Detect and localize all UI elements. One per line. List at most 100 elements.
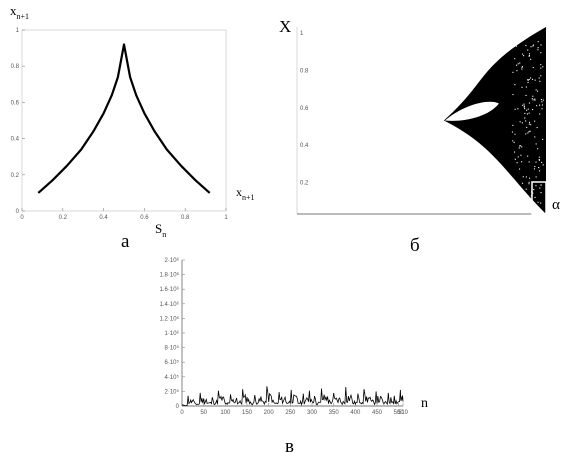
panel-b-speckle [536,105,538,107]
panel-b-speckle [528,55,530,57]
panel-b-speckle [529,121,531,123]
panel-b-y-tick-label: 0.2 [300,181,309,187]
panel-c-x-tick-label: 400 [350,410,361,416]
panel-c-y-tick-label: 1.4·10⁶ [160,301,180,308]
panel-b: X α б 1 0.8 0.6 0.4 0.2 [279,17,560,256]
panel-c-y-tick-label: 1.2·10⁶ [160,315,180,322]
panel-b-speckle [535,161,537,163]
panel-c-y-tick-label: 1.6·10⁶ [160,286,180,293]
panel-b-speckle [520,145,522,147]
panel-b-speckle [538,167,540,169]
panel-b-speckle [517,108,519,110]
panel-b-speckle [523,105,525,107]
panel-b-speckle [538,77,540,79]
panel-b-speckle [512,94,514,96]
panel-b-speckle [527,108,529,110]
panel-b-speckle [528,183,530,185]
panel-b-speckle [537,41,539,43]
panel-c-y-tick-label: 2·10⁶ [165,257,180,264]
panel-b-speckle [522,104,524,106]
panel-b-speckle [516,70,518,72]
panel-b-speckle [534,196,536,198]
panel-b-speckle [528,102,530,104]
panel-b-speckle [534,120,536,122]
panel-c-y-tick-label: 0 [176,404,180,410]
panel-b-speckle [528,53,530,55]
panel-b-speckle [525,44,527,46]
panel-b-speckle [539,104,541,106]
panel-b-speckle [524,198,526,200]
panel-a-x-tick-label: 1 [224,215,228,221]
panel-b-speckle [539,113,541,115]
panel-b-speckle [538,159,540,161]
panel-b-speckle [534,79,536,81]
panel-b-speckle [528,131,530,133]
panel-b-speckle [542,138,544,140]
panel-a-frame [21,29,227,212]
panel-a-x-tick-label: 0.6 [140,215,149,221]
panel-b-speckle [521,86,523,88]
panel-a-x-tick-label: 0.2 [59,215,68,221]
panel-a-curve [37,43,211,194]
panel-b-speckle [512,140,514,142]
panel-b-speckle [534,99,536,101]
panel-b-speckle [512,199,514,201]
panel-c-x-label: n [421,396,428,411]
panel-b-speckle [514,108,516,110]
panel-b-speckle [532,44,534,46]
panel-c-x-tick-label: 200 [264,410,275,416]
panel-b-speckle [521,66,523,68]
panel-c-x-tick-label: 150 [242,410,253,416]
panel-b-speckle [531,98,533,100]
panel-b-y-tick-label: 0.8 [300,68,309,74]
panel-c-x-tick-label: 50 [200,410,207,416]
panel-b-speckle [522,53,524,55]
panel-c-x-tick-label: 500 [394,410,405,416]
panel-b-speckle [540,75,542,77]
panel-b-speckle [511,131,513,133]
panel-b-speckle [513,181,515,183]
panel-a-x-tick-label: 0 [20,215,24,221]
panel-b-speckle [528,112,530,114]
panel-b-speckle [524,108,526,110]
panel-b-speckle [514,84,516,86]
panel-c-label: в [285,436,294,452]
panel-b-speckle [535,89,537,91]
panel-c-x-tick-label: 100 [220,410,231,416]
panel-b-speckle [539,170,541,172]
panel-b-speckle [537,90,539,92]
panel-b-speckle [524,112,526,114]
panel-c-y-tick-label: 2·10⁵ [165,388,180,395]
panel-b-speckle [526,109,528,111]
panel-b-speckle [527,79,529,81]
panel-b-speckle [525,94,527,96]
panel-b-speckle [518,191,520,193]
panel-b-y-tick-label: 1 [300,31,304,37]
panel-b-speckle [529,177,531,179]
panel-b-speckle [525,176,527,178]
panel-b-speckle [527,155,529,157]
panel-b-speckle [540,202,542,204]
panel-b-speckle [538,156,540,158]
panel-b-speckle [535,176,537,178]
panel-b-speckle [532,99,534,101]
panel-b-speckle [534,98,536,100]
panel-a-y-tick-label: 0 [16,209,20,215]
panel-c-y-tick-label: 1.8·10⁶ [160,272,180,279]
panel-b-speckle [523,103,525,105]
panel-b-speckle [527,132,529,134]
panel-b-speckle [540,44,542,46]
panel-b-speckle [512,71,514,73]
panel-c-series-line [181,386,404,407]
panel-b-speckle [523,106,525,108]
panel-b-label: б [410,235,420,256]
panel-b-speckle [533,189,535,191]
panel-b-speckle [532,45,534,47]
panel-c-x-tick-label: 450 [372,410,383,416]
panel-c-y-tick-label: 8·10⁵ [165,345,180,352]
panel-b-speckle [539,187,541,189]
panel-b-speckle [527,49,529,51]
panel-b-speckle [536,127,538,129]
panel-a-y-tick-label: 1 [16,28,20,34]
panel-c: n в 0 2·10⁵ 4·10⁵ 6·10⁵ 8·10⁵ 1·10⁶ 1.2·10⁶ 1.4… [160,257,428,452]
